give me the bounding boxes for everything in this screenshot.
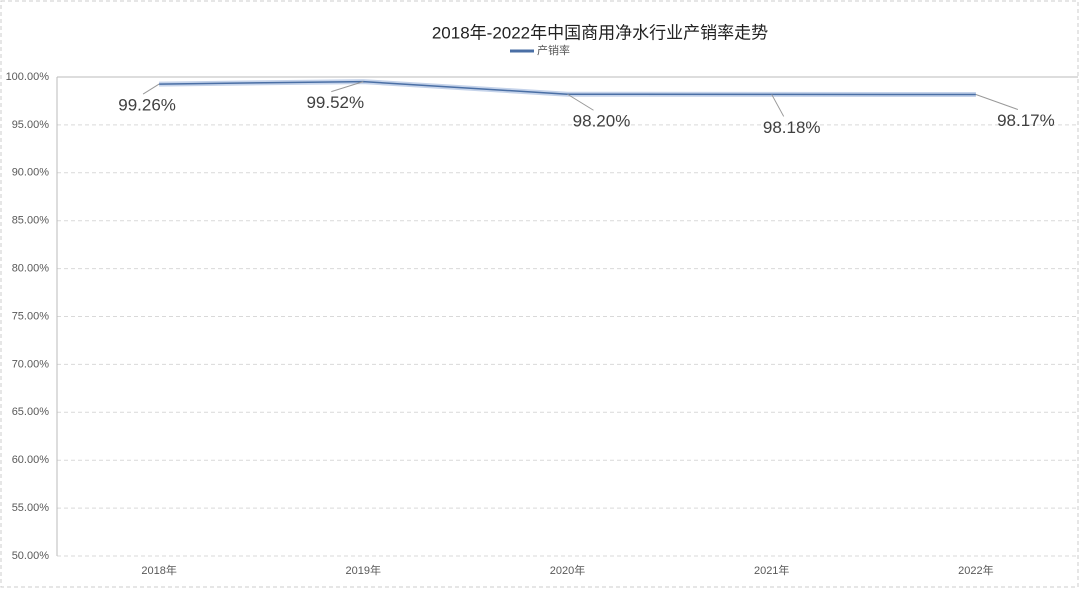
x-tick-label: 2019年 bbox=[346, 563, 381, 577]
y-tick-label: 65.00% bbox=[12, 406, 50, 418]
leader-line bbox=[771, 94, 785, 117]
leader-line bbox=[975, 94, 1019, 111]
leader-line bbox=[142, 83, 160, 95]
y-tick-label: 60.00% bbox=[12, 454, 50, 466]
y-tick-label: 50.00% bbox=[12, 550, 50, 562]
data-label: 99.26% bbox=[118, 96, 176, 115]
x-tick-label: 2018年 bbox=[141, 563, 176, 577]
y-tick-label: 75.00% bbox=[12, 310, 50, 322]
y-tick-label: 70.00% bbox=[12, 358, 50, 370]
data-label: 98.20% bbox=[573, 112, 631, 131]
data-label: 99.52% bbox=[306, 93, 364, 112]
legend-label: 产销率 bbox=[537, 43, 570, 57]
y-tick-label: 90.00% bbox=[12, 167, 50, 179]
y-tick-label: 100.00% bbox=[6, 71, 50, 83]
data-label: 98.18% bbox=[763, 118, 821, 137]
x-tick-label: 2021年 bbox=[754, 563, 789, 577]
data-label: 98.17% bbox=[997, 111, 1055, 130]
x-tick-label: 2022年 bbox=[958, 563, 993, 577]
y-tick-label: 95.00% bbox=[12, 119, 50, 131]
leader-line bbox=[331, 81, 364, 93]
leader-line bbox=[567, 93, 594, 111]
chart-title: 2018年-2022年中国商用净水行业产销率走势 bbox=[432, 23, 768, 42]
x-tick-label: 2020年 bbox=[550, 563, 585, 577]
series-line-halo bbox=[159, 79, 976, 98]
y-tick-label: 55.00% bbox=[12, 502, 50, 514]
y-tick-label: 80.00% bbox=[12, 263, 50, 275]
y-tick-label: 85.00% bbox=[12, 215, 50, 227]
